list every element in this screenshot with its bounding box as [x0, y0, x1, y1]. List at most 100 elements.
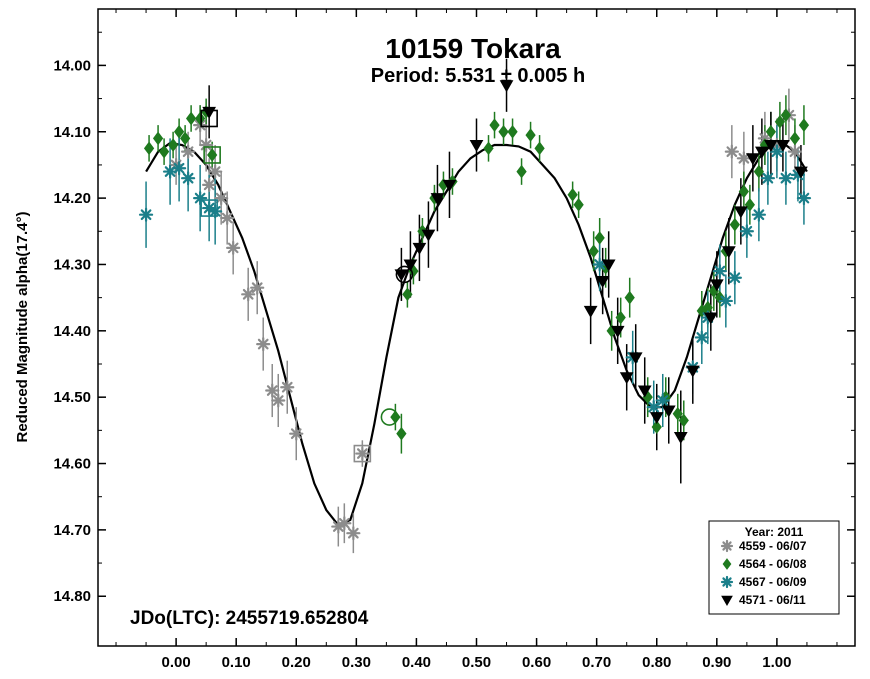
data-point-stroke — [720, 295, 732, 307]
data-point — [655, 393, 670, 408]
data-point — [202, 177, 217, 192]
data-point — [753, 164, 764, 179]
y-tick-label: 14.50 — [53, 389, 91, 406]
data-point-stroke — [798, 192, 810, 204]
y-axis-label: Reduced Magnitude alpha(17.4°) — [14, 211, 31, 442]
data-point — [394, 269, 409, 282]
data-point-stroke — [356, 448, 368, 459]
highlight-square — [353, 444, 372, 463]
data-point — [615, 310, 626, 325]
data-point — [794, 166, 808, 179]
data-points — [138, 80, 812, 541]
data-point — [181, 144, 196, 159]
x-tick-label: 0.60 — [522, 654, 551, 671]
data-point-stroke — [338, 517, 350, 529]
data-point — [483, 141, 494, 156]
data-point — [280, 380, 295, 395]
data-point — [649, 412, 664, 425]
data-point — [396, 426, 407, 441]
data-point — [703, 312, 718, 325]
data-point — [499, 80, 514, 93]
legend-label: 4567 - 06/09 — [739, 575, 807, 589]
data-point-stroke — [696, 332, 708, 343]
data-point — [738, 184, 749, 199]
data-point-stroke — [227, 242, 239, 254]
data-point — [661, 405, 676, 418]
x-tick-label: 0.20 — [282, 654, 311, 671]
data-point-stroke — [182, 172, 194, 184]
data-point — [765, 124, 777, 139]
data-point — [355, 446, 370, 461]
data-point — [250, 280, 265, 295]
data-point — [744, 197, 755, 212]
data-point — [733, 206, 748, 219]
data-point — [214, 191, 229, 206]
data-point-stroke — [251, 282, 263, 294]
data-point-stroke — [789, 146, 801, 158]
data-point — [610, 325, 625, 338]
data-point — [729, 217, 740, 232]
data-point — [525, 128, 536, 142]
data-point — [199, 137, 214, 153]
x-tick-label: 0.00 — [162, 654, 191, 671]
data-point-stroke — [780, 172, 792, 184]
chart-title: 10159 Tokara — [385, 33, 561, 64]
data-point-stroke — [741, 225, 753, 237]
data-point — [739, 224, 754, 239]
data-point — [138, 207, 154, 222]
data-point — [721, 246, 736, 259]
data-point-stroke — [215, 192, 227, 204]
data-point — [760, 171, 775, 186]
data-point — [755, 146, 769, 159]
data-point — [241, 287, 256, 302]
data-point — [672, 406, 683, 421]
data-point — [651, 420, 662, 434]
legend-marker-stroke — [722, 577, 732, 587]
data-point — [195, 111, 206, 126]
data-point — [143, 141, 155, 156]
data-point-stroke — [200, 139, 212, 151]
data-point — [403, 259, 418, 272]
jdo-annotation: JDo(LTC): 2455719.652804 — [130, 608, 369, 629]
highlight-circle — [380, 408, 399, 426]
highlight-square — [200, 109, 218, 128]
data-point-stroke — [221, 212, 233, 224]
data-point — [226, 240, 241, 255]
data-point-stroke — [738, 152, 750, 164]
data-point-stroke — [753, 209, 765, 221]
data-point — [412, 242, 427, 255]
legend-title: Year: 2011 — [745, 525, 804, 539]
data-point — [337, 516, 352, 531]
y-tick-label: 14.70 — [53, 522, 91, 539]
data-point — [507, 124, 518, 139]
data-point — [152, 131, 164, 146]
data-point — [430, 193, 445, 206]
data-point — [583, 305, 598, 318]
x-tick-label: 0.40 — [402, 654, 431, 671]
y-tick-label: 14.60 — [53, 456, 91, 473]
data-point — [289, 426, 304, 441]
data-point — [158, 144, 170, 159]
data-point — [207, 148, 218, 162]
x-tick-label: 0.70 — [582, 654, 611, 671]
x-axis-ticks: 0.00 0.10 0.20 0.30 0.40 0.50 0.60 0.70 0.80 0.90… — [115, 9, 838, 671]
data-point — [789, 131, 801, 146]
data-point — [764, 140, 778, 153]
data-point — [595, 276, 610, 289]
chart-subtitle: Period: 5.531 ± 0.005 h — [371, 65, 585, 87]
data-point — [421, 229, 436, 242]
data-point — [796, 191, 812, 206]
data-point — [265, 383, 280, 398]
data-point — [646, 400, 661, 415]
x-tick-label: 0.80 — [642, 654, 671, 671]
y-tick-label: 14.00 — [53, 57, 91, 74]
data-point-stroke — [209, 206, 221, 217]
data-point-stroke — [257, 338, 269, 350]
data-point — [778, 171, 794, 186]
data-point — [172, 161, 187, 176]
data-point — [736, 151, 751, 166]
data-point-stroke — [209, 166, 221, 177]
data-point — [718, 293, 733, 309]
data-point-stroke — [266, 385, 278, 396]
